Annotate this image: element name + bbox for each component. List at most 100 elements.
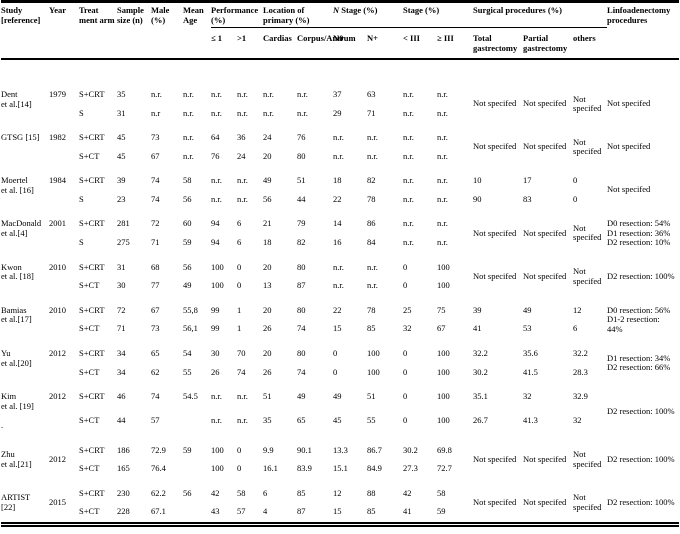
cell-corpus: 80 xyxy=(297,150,306,161)
cell-male: 65 xyxy=(151,348,160,358)
cell-cardias: 6 xyxy=(263,487,268,498)
cell-perf-gt1: n.r. xyxy=(237,391,248,401)
cell-sample: 31 xyxy=(117,261,126,272)
cell-others: 0 xyxy=(573,175,578,185)
cell-sample: 186 xyxy=(117,444,130,455)
cell-perf-gt1: 36 xyxy=(237,132,246,142)
cell-n-plus: 84 xyxy=(367,236,376,247)
cell-perf-le1: 26 xyxy=(211,366,220,377)
cell-total-gastrectomy: 10 xyxy=(473,175,482,185)
cell-partial-gastrectomy: 53 xyxy=(523,323,532,334)
cell-male: n.r. xyxy=(151,89,162,99)
cell-age: 56,1 xyxy=(183,323,198,334)
cell-sample: 44 xyxy=(117,415,126,426)
col-group-location: Location of primary (%) xyxy=(263,1,334,28)
cell-stage-ge3: 100 xyxy=(437,366,450,377)
cell-stage-lt3: 0 xyxy=(403,391,408,401)
cell-perf-le1: n.r. xyxy=(211,89,222,99)
cell-male: 74 xyxy=(151,391,160,401)
cell-total-gastrectomy: Not specifed xyxy=(473,496,517,507)
cell-n-plus: 86.7 xyxy=(367,444,382,455)
cell-perf-le1: n.r. xyxy=(211,193,222,204)
cell-n-plus: n.r. xyxy=(367,150,378,161)
table-row: S+CT 71 73 56,1 99 1 26 74 15 85 32 67 41 53 6 xyxy=(1,320,679,339)
cell-male: 67 xyxy=(151,150,160,161)
cell-perf-le1: n.r. xyxy=(211,175,222,185)
cell-perf-le1: n.r. xyxy=(211,391,222,401)
cell-others: Not specifed xyxy=(573,449,602,469)
cell-perf-le1: 99 xyxy=(211,323,220,334)
cell-n-plus: 100 xyxy=(367,366,380,377)
cell-perf-gt1: 0 xyxy=(237,261,242,272)
cell-perf-gt1: 74 xyxy=(237,366,246,377)
cell-n-plus: 100 xyxy=(367,348,380,358)
cell-sample: 34 xyxy=(117,366,126,377)
cell-arm: S+CRT xyxy=(79,261,105,272)
col-group-nstage: N Stage (%) xyxy=(333,1,404,28)
cell-n0: 15.1 xyxy=(333,463,348,473)
cell-linfoadenectomy: Not specifed xyxy=(607,184,651,195)
cell-stage-ge3: n.r. xyxy=(437,236,448,247)
cell-perf-le1: 99 xyxy=(211,304,220,315)
cell-arm: S+CRT xyxy=(79,391,105,401)
cell-age: 55 xyxy=(183,366,192,377)
cell-perf-gt1: 6 xyxy=(237,218,242,228)
table-body: Dent et al.[14] 1979 S+CRT 35 n.r. n.r. n.r. n.… xyxy=(1,59,679,524)
cell-stage-ge3: n.r. xyxy=(437,218,448,228)
cell-others: 12 xyxy=(573,304,582,315)
col-perf-le1: ≤ 1 xyxy=(211,33,223,43)
cell-n-plus: 85 xyxy=(367,506,376,516)
cell-total-gastrectomy: 35.1 xyxy=(473,391,488,401)
cell-stage-ge3: 100 xyxy=(437,348,450,358)
cell-n-plus: 85 xyxy=(367,323,376,334)
cell-stage-lt3: n.r. xyxy=(403,150,414,161)
cell-sample: 35 xyxy=(117,89,126,99)
cell-age: n.r. xyxy=(183,132,194,142)
cell-study: MacDonald et al.[4] xyxy=(1,218,42,238)
table-row: S+CT 30 77 49 100 0 13 87 n.r. n.r. 0 100 xyxy=(1,277,679,296)
cell-arm: S xyxy=(79,107,84,118)
col-mean-age: Mean Age xyxy=(183,5,204,25)
cell-year: 2001 xyxy=(49,218,66,228)
cell-corpus: 76 xyxy=(297,132,306,142)
cell-cardias: 49 xyxy=(263,175,272,185)
cell-perf-le1: 30 xyxy=(211,348,220,358)
cell-study: Bamias et al.[17] xyxy=(1,304,32,324)
cell-age: 59 xyxy=(183,236,192,247)
cell-sample: 34 xyxy=(117,348,126,358)
nstage-italic-n: N xyxy=(333,5,340,15)
cell-study: GTSG [15] xyxy=(1,132,40,142)
cell-others: 0 xyxy=(573,193,578,204)
cell-total-gastrectomy: 32.2 xyxy=(473,348,488,358)
cell-year: 2012 xyxy=(49,348,66,358)
cell-linfoadenectomy: D2 resection: 100% xyxy=(607,405,675,416)
cell-stage-ge3: 100 xyxy=(437,261,450,272)
cell-arm: S+CRT xyxy=(79,487,105,498)
cell-arm: S+CT xyxy=(79,366,100,377)
cell-corpus: 49 xyxy=(297,391,306,401)
cell-cardias: 16.1 xyxy=(263,463,278,473)
cell-stage-ge3: n.r. xyxy=(437,107,448,118)
cell-others: Not specifed xyxy=(573,222,602,243)
nstage-rest: Stage (%) xyxy=(339,5,378,15)
cell-n0: n.r. xyxy=(333,150,344,161)
cell-stage-lt3: n.r. xyxy=(403,175,414,185)
cell-arm: S+CT xyxy=(79,415,100,426)
cell-study: Zhu et al.[21] xyxy=(1,449,32,469)
cell-sample: 281 xyxy=(117,218,130,228)
col-linfoadenectomy: Linfoadenectomy procedures xyxy=(607,5,671,25)
cell-total-gastrectomy: Not specifed xyxy=(473,227,517,238)
cell-male: 73 xyxy=(151,132,160,142)
cell-age: 56 xyxy=(183,487,192,498)
cell-stage-ge3: 100 xyxy=(437,280,450,290)
cell-male: 67.1 xyxy=(151,506,166,516)
cell-stage-lt3: n.r. xyxy=(403,132,414,142)
col-stage-lt3: < III xyxy=(403,33,420,43)
cell-year: 2010 xyxy=(49,261,66,272)
cell-total-gastrectomy: Not specifed xyxy=(473,141,517,152)
col-treatment-arm: Treat ment arm xyxy=(79,5,115,25)
table-row: Kwon et al. [18] 2010 S+CRT 31 68 56 100 0 20 80 n… xyxy=(1,253,679,286)
col-stage-ge3: ≥ III xyxy=(437,33,454,43)
cell-corpus: 65 xyxy=(297,415,306,426)
